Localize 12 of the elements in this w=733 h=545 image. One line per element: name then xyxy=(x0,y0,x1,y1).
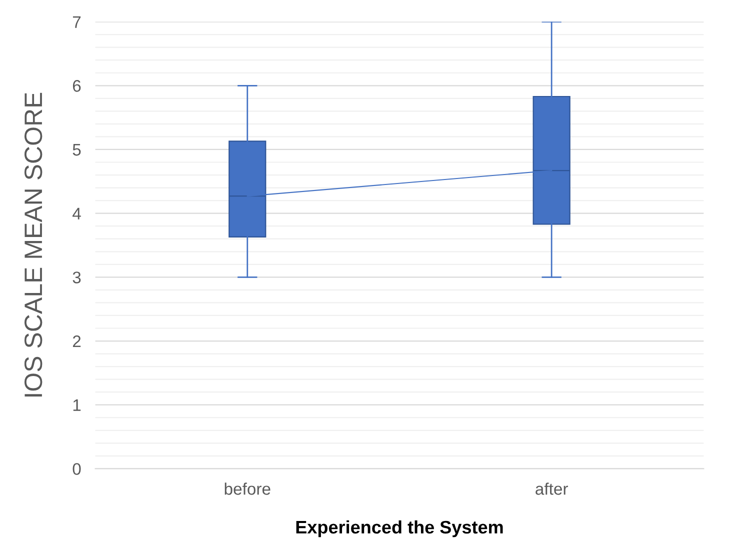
y-tick-label: 0 xyxy=(72,463,81,475)
x-axis-title: Experienced the System xyxy=(296,520,503,538)
y-tick-label: 6 xyxy=(72,80,81,92)
y-tick-label: 7 xyxy=(72,16,81,28)
x-tick-label: after xyxy=(536,482,568,495)
y-tick-label: 1 xyxy=(73,399,81,411)
y-tick-label: 5 xyxy=(72,144,81,156)
x-tick-label: before xyxy=(224,482,270,495)
y-tick-label: 4 xyxy=(72,208,81,220)
y-axis-title: IOS SCALE MEAN SCORE xyxy=(24,92,42,396)
y-tick-label: 2 xyxy=(72,335,81,348)
y-tick-label: 3 xyxy=(72,272,81,284)
